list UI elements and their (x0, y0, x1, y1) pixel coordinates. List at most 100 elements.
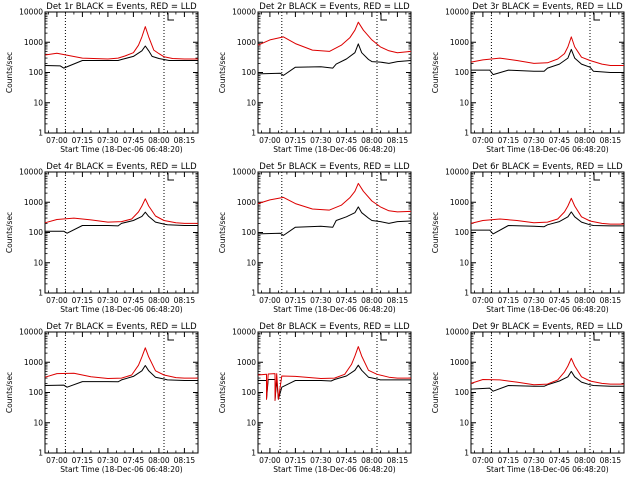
y-tick-label: 1 (464, 129, 469, 138)
y-tick-label: 100 (242, 228, 257, 237)
x-axis-label: Start Time (18-Dec-06 06:48:20) (273, 305, 395, 314)
x-tick-label: 08:00 (148, 296, 170, 305)
series-line-events (258, 364, 411, 401)
chart-panel: Det 4r BLACK = Events, RED = LLD 1 10 100 10… (5, 162, 199, 314)
x-tick-label: 07:00 (46, 456, 68, 465)
y-tick-label: 100 (242, 68, 257, 77)
y-tick-label: 100 (29, 68, 44, 77)
x-tick-label: 07:45 (123, 456, 145, 465)
x-tick-label: 07:30 (97, 136, 119, 145)
x-tick-label: 07:15 (498, 456, 520, 465)
x-tick-label: 07:30 (310, 296, 332, 305)
x-tick-label: 07:00 (259, 456, 281, 465)
x-tick-label: 08:15 (174, 456, 196, 465)
chart-title: Det 8r BLACK = Events, RED = LLD (259, 322, 410, 332)
x-tick-label: 07:00 (472, 456, 494, 465)
series-line-lld (257, 21, 412, 54)
range-bracket-glyph (593, 333, 600, 341)
y-tick-label: 1000 (24, 38, 43, 47)
y-tick-label: 1 (251, 449, 256, 458)
y-tick-label: 10 (246, 98, 256, 107)
y-tick-label: 1000 (450, 198, 469, 207)
y-tick-label: 10000 (232, 328, 256, 337)
y-axis-label: Counts/sec (431, 212, 440, 253)
x-tick-label: 08:15 (174, 296, 196, 305)
plot-frame (44, 331, 199, 454)
x-axis-label: Start Time (18-Dec-06 06:48:20) (60, 465, 182, 474)
range-bracket-glyph (380, 173, 387, 181)
x-tick-label: 07:15 (72, 136, 94, 145)
y-tick-label: 10000 (19, 8, 43, 17)
series-line-lld (44, 26, 198, 60)
y-axis-label: Counts/sec (5, 372, 14, 413)
y-tick-label: 10000 (19, 168, 43, 177)
y-axis-label: Counts/sec (431, 372, 440, 413)
series-line-events (44, 365, 198, 388)
y-axis-label: Counts/sec (218, 52, 227, 93)
x-tick-label: 07:15 (498, 136, 520, 145)
x-tick-label: 07:45 (549, 456, 571, 465)
x-axis-label: Start Time (18-Dec-06 06:48:20) (60, 305, 182, 314)
y-axis-label: Counts/sec (431, 52, 440, 93)
x-tick-label: 07:30 (310, 456, 332, 465)
x-tick-label: 08:15 (600, 136, 622, 145)
chart-panel: Det 9r BLACK = Events, RED = LLD 1 10 100 10… (431, 322, 625, 474)
y-tick-label: 100 (455, 388, 470, 397)
x-tick-label: 07:15 (72, 296, 94, 305)
chart-panel: Det 7r BLACK = Events, RED = LLD 1 10 100 10… (5, 322, 199, 474)
plot-frame (257, 171, 412, 294)
y-tick-label: 1000 (237, 38, 256, 47)
x-tick-label: 07:45 (123, 136, 145, 145)
x-tick-label: 07:15 (285, 136, 307, 145)
y-tick-label: 1000 (450, 358, 469, 367)
x-tick-label: 08:15 (600, 456, 622, 465)
range-bracket-glyph (167, 333, 174, 341)
x-tick-label: 08:15 (387, 136, 409, 145)
y-tick-label: 10000 (445, 168, 469, 177)
y-tick-label: 1000 (237, 358, 256, 367)
y-tick-label: 1 (38, 129, 43, 138)
chart-title: Det 4r BLACK = Events, RED = LLD (46, 162, 197, 172)
series-line-events (471, 48, 624, 76)
chart-panel: Det 3r BLACK = Events, RED = LLD 1 10 100 10… (431, 2, 625, 154)
plot-frame (257, 331, 412, 454)
x-tick-label: 08:15 (600, 296, 622, 305)
x-tick-label: 07:45 (549, 136, 571, 145)
series-line-lld (257, 346, 411, 401)
plot-frame (257, 11, 412, 134)
range-bracket-glyph (380, 13, 387, 21)
x-tick-label: 08:15 (174, 136, 196, 145)
x-tick-label: 07:45 (336, 296, 358, 305)
series-line-events (45, 211, 198, 234)
range-bracket-glyph (380, 333, 387, 341)
x-tick-label: 07:30 (310, 136, 332, 145)
x-tick-label: 08:00 (574, 296, 596, 305)
x-tick-label: 07:45 (549, 296, 571, 305)
y-tick-label: 10000 (445, 328, 469, 337)
y-tick-label: 1000 (237, 198, 256, 207)
y-tick-label: 10 (459, 418, 469, 427)
y-tick-label: 10000 (19, 328, 43, 337)
y-tick-label: 100 (455, 228, 470, 237)
x-tick-label: 08:00 (361, 456, 383, 465)
y-tick-label: 10000 (232, 8, 256, 17)
x-axis-label: Start Time (18-Dec-06 06:48:20) (486, 145, 608, 154)
x-tick-label: 07:30 (97, 456, 119, 465)
x-tick-label: 07:30 (523, 456, 545, 465)
x-tick-label: 08:00 (148, 136, 170, 145)
x-tick-label: 08:15 (387, 296, 409, 305)
chart-title: Det 7r BLACK = Events, RED = LLD (46, 322, 197, 332)
x-tick-label: 07:30 (523, 136, 545, 145)
range-bracket-glyph (593, 173, 600, 181)
y-axis-label: Counts/sec (218, 372, 227, 413)
x-axis-label: Start Time (18-Dec-06 06:48:20) (486, 465, 608, 474)
chart-panel: Det 1r BLACK = Events, RED = LLD 1 10 100 10… (5, 2, 199, 154)
y-tick-label: 100 (29, 228, 44, 237)
y-tick-label: 1 (251, 289, 256, 298)
x-tick-label: 07:15 (72, 456, 94, 465)
y-tick-label: 100 (455, 68, 470, 77)
x-tick-label: 07:15 (498, 296, 520, 305)
series-line-lld (470, 197, 624, 225)
chart-title: Det 3r BLACK = Events, RED = LLD (472, 2, 623, 12)
